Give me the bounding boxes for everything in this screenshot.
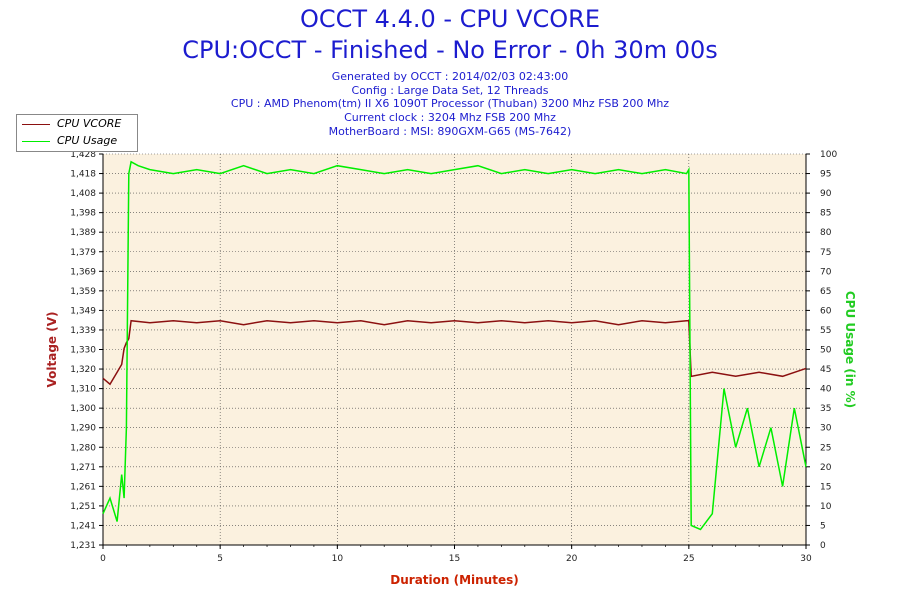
right-tick-label: 25 (820, 443, 831, 453)
left-tick-label: 1,369 (70, 267, 96, 277)
info-block: Generated by OCCT : 2014/02/03 02:43:00 … (0, 70, 900, 139)
left-tick-label: 1,320 (70, 365, 96, 375)
left-tick-label: 1,398 (70, 209, 96, 219)
right-tick-label: 70 (820, 267, 832, 277)
x-axis-title: Duration (Minutes) (390, 573, 518, 587)
legend-swatch-vcore (22, 124, 50, 125)
x-tick-label: 0 (100, 554, 106, 564)
right-tick-label: 30 (820, 424, 832, 434)
info-clock: Current clock : 3204 Mhz FSB 200 Mhz (344, 111, 556, 125)
legend-label-usage: CPU Usage (57, 134, 118, 147)
left-tick-label: 1,330 (70, 346, 96, 356)
x-tick-label: 5 (217, 554, 223, 564)
right-tick-label: 10 (820, 502, 832, 512)
series-line-vcore (102, 319, 807, 386)
left-tick-label: 1,389 (70, 228, 96, 238)
left-tick-label: 1,359 (70, 287, 96, 297)
info-cpu: CPU : AMD Phenom(tm) II X6 1090T Process… (230, 97, 670, 111)
left-tick-label: 1,310 (70, 385, 96, 395)
left-tick-label: 1,379 (70, 248, 96, 258)
x-tick-label: 10 (332, 554, 344, 564)
right-tick-label: 45 (820, 365, 831, 375)
legend-swatch-usage (22, 141, 50, 142)
right-tick-label: 0 (820, 541, 826, 551)
left-tick-label: 1,408 (70, 189, 96, 199)
info-config: Config : Large Data Set, 12 Threads (351, 83, 549, 97)
left-tick-label: 1,418 (70, 170, 96, 180)
x-tick-label: 30 (800, 554, 812, 564)
right-tick-label: 85 (820, 209, 831, 219)
legend-label-vcore: CPU VCORE (57, 117, 122, 130)
right-tick-label: 90 (820, 189, 832, 199)
info-motherboard: MotherBoard : MSI: 890GXM-G65 (MS-7642) (328, 124, 572, 138)
right-tick-label: 35 (820, 404, 831, 414)
x-tick-label: 20 (566, 554, 578, 564)
legend: CPU VCORE CPU Usage (16, 114, 138, 152)
x-tick-label: 15 (449, 554, 460, 564)
left-tick-label: 1,241 (70, 521, 96, 531)
left-tick-label: 1,261 (70, 482, 96, 492)
x-tick-label: 25 (683, 554, 694, 564)
right-tick-label: 60 (820, 306, 832, 316)
left-tick-label: 1,251 (70, 502, 96, 512)
left-tick-label: 1,300 (70, 404, 96, 414)
left-tick-label: 1,271 (70, 463, 96, 473)
right-tick-label: 40 (820, 385, 832, 395)
chart-subtitle: CPU:OCCT - Finished - No Error - 0h 30m … (182, 36, 718, 64)
left-tick-label: 1,290 (70, 424, 96, 434)
left-tick-label: 1,428 (70, 150, 96, 160)
right-tick-label: 5 (820, 521, 826, 531)
left-tick-label: 1,349 (70, 306, 96, 316)
right-tick-label: 50 (820, 346, 832, 356)
right-tick-label: 15 (820, 482, 831, 492)
series-line-usage (102, 160, 807, 531)
right-tick-label: 95 (820, 170, 831, 180)
right-tick-label: 55 (820, 326, 831, 336)
chart-title: OCCT 4.4.0 - CPU VCORE (299, 5, 600, 33)
right-tick-label: 20 (820, 463, 832, 473)
left-tick-label: 1,339 (70, 326, 96, 336)
left-tick-label: 1,231 (70, 541, 96, 551)
right-tick-label: 65 (820, 287, 831, 297)
right-tick-label: 75 (820, 248, 831, 258)
right-tick-label: 100 (820, 150, 837, 160)
info-generated: Generated by OCCT : 2014/02/03 02:43:00 (331, 70, 569, 83)
left-axis-title: Voltage (V) (45, 312, 59, 388)
left-tick-label: 1,280 (70, 443, 96, 453)
right-tick-label: 80 (820, 228, 832, 238)
right-axis-title: CPU Usage (in %) (843, 291, 857, 408)
